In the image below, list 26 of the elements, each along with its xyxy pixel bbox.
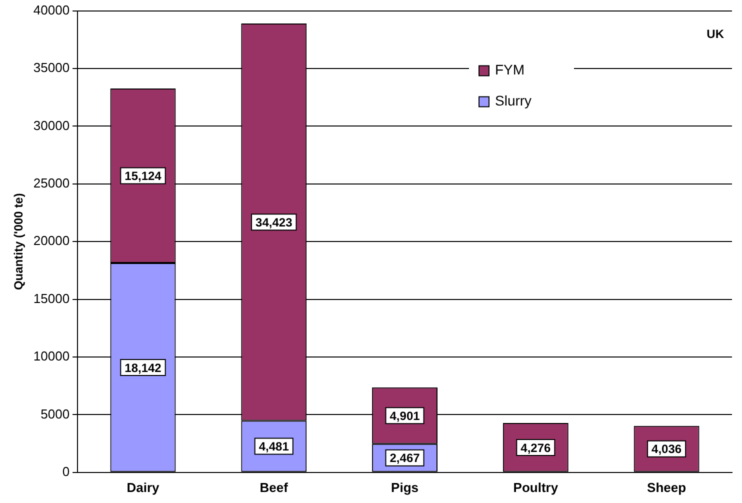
legend-label: Slurry — [495, 92, 532, 109]
data-label: 4,901 — [390, 408, 420, 423]
data-label: 34,423 — [256, 215, 293, 230]
x-tick-label: Poultry — [513, 480, 559, 495]
x-tick-label: Sheep — [647, 480, 686, 495]
x-tick-label: Beef — [260, 480, 289, 495]
y-tick-label: 20000 — [33, 233, 70, 248]
annotation: UK — [706, 27, 724, 42]
legend-label: FYM — [495, 62, 525, 78]
data-label: 4,036 — [652, 442, 682, 456]
y-tick-label: 15000 — [33, 290, 70, 306]
y-tick-label: 30000 — [33, 118, 70, 133]
x-tick-label: Pigs — [391, 480, 419, 495]
y-tick-label: 0 — [62, 464, 70, 479]
data-label: 18,142 — [124, 360, 162, 375]
data-label: 4,276 — [520, 440, 552, 455]
data-label: 2,467 — [390, 451, 420, 466]
data-label: 4,481 — [258, 440, 290, 454]
data-label: 15,124 — [124, 169, 162, 184]
y-tick-label: 10000 — [33, 348, 70, 364]
x-tick-label: Dairy — [126, 480, 160, 495]
y-tick-label: 25000 — [33, 175, 70, 190]
y-tick-label: 40000 — [33, 2, 70, 18]
y-axis-title: Quantity ('000 te) — [12, 193, 26, 290]
y-tick-label: 35000 — [33, 60, 70, 76]
y-tick-label: 5000 — [40, 406, 70, 422]
